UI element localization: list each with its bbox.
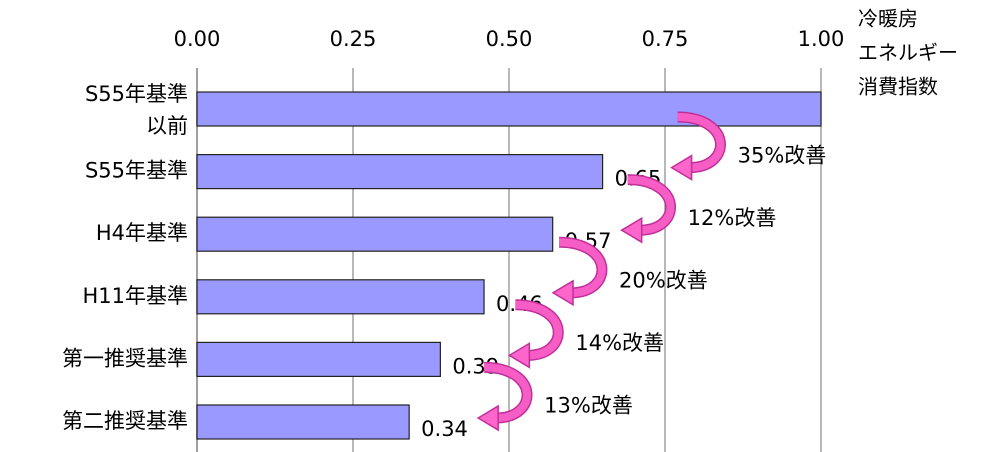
annotation: 20%改善 (619, 269, 708, 293)
annotation-arrowhead (476, 404, 499, 432)
axis-label: エネルギー (858, 41, 958, 65)
annotation-arrow (515, 300, 563, 360)
annotation-arrowhead (670, 154, 693, 181)
y-tick-label: H4年基準 (96, 221, 188, 245)
x-tick-label: 0.75 (642, 27, 689, 51)
x-tick-label: 0.25 (330, 27, 377, 51)
x-tick-label: 1.00 (798, 27, 845, 51)
axis-label: 冷暖房 (858, 7, 918, 31)
y-tick-label: 以前 (146, 114, 188, 138)
axis-label: 消費指数 (858, 75, 938, 99)
y-tick-label: H11年基準 (82, 284, 188, 308)
annotation: 13%改善 (544, 394, 633, 418)
annotation-arrow (558, 238, 606, 297)
annotation: 12%改善 (688, 206, 777, 230)
annotation-arrow (627, 175, 675, 235)
annotation-arrow (484, 363, 532, 422)
bar (196, 216, 554, 252)
x-tick-label: 0.00 (174, 27, 221, 51)
data-label: 0.34 (421, 417, 468, 441)
bar (196, 341, 441, 377)
annotation-arrow (677, 113, 725, 172)
y-tick-label: S55年基準 (85, 159, 188, 183)
y-tick-label: 第一推奨基準 (62, 346, 188, 370)
annotation: 35%改善 (738, 143, 827, 167)
y-tick-label: S55年基準 (85, 82, 188, 106)
annotation-arrowhead (507, 342, 531, 369)
bar (196, 404, 410, 440)
bar (196, 279, 485, 315)
annotation-arrowhead (620, 216, 643, 244)
annotation: 14%改善 (575, 331, 664, 355)
x-tick-label: 0.50 (486, 27, 533, 51)
annotation-arrowhead (551, 279, 574, 307)
y-tick-label: 第二推奨基準 (62, 409, 188, 433)
bar (196, 91, 822, 127)
bar (196, 154, 604, 190)
